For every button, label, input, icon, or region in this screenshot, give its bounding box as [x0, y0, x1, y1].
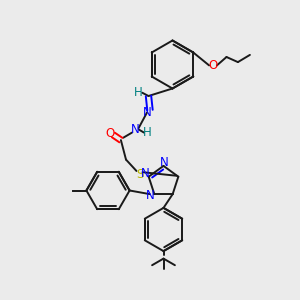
Text: O: O — [105, 127, 114, 140]
Text: H: H — [142, 126, 152, 139]
Text: N: N — [160, 155, 169, 169]
Text: O: O — [208, 59, 217, 72]
Text: N: N — [140, 167, 149, 180]
Text: N: N — [146, 189, 155, 202]
Text: H: H — [134, 85, 143, 99]
Text: N: N — [130, 123, 140, 136]
Text: S: S — [136, 167, 143, 181]
Text: N: N — [142, 106, 152, 119]
